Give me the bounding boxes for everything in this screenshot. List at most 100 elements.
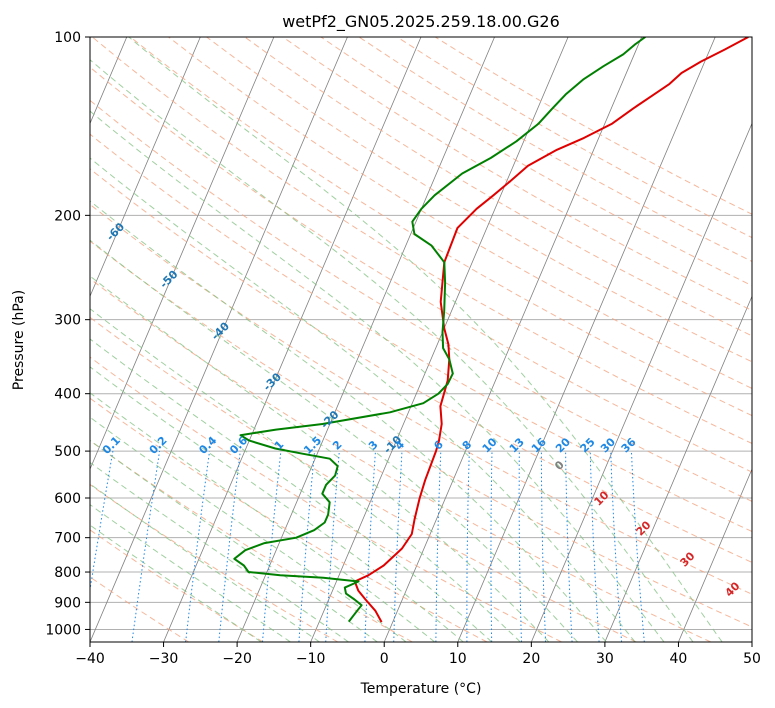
mixing-ratio-label: 20 — [553, 435, 573, 455]
y-tick-label: 500 — [54, 444, 81, 460]
moist-adiabat-label: 40 — [723, 579, 743, 599]
moist-adiabat — [90, 157, 636, 642]
x-tick-label: 10 — [449, 651, 467, 667]
mixing-ratio-label: 3 — [366, 438, 381, 453]
moist-adiabat-label: 10 — [592, 488, 612, 508]
isotherm-label: -70 — [50, 174, 73, 197]
temperature-profile — [353, 37, 749, 623]
moist-adiabat — [90, 392, 436, 642]
chart-title: wetPf2_GN05.2025.259.18.00.G26 — [282, 12, 560, 32]
isotherm-label: -60 — [104, 220, 127, 243]
plot-frame — [89, 36, 753, 643]
y-axis-label: Pressure (hPa) — [11, 290, 27, 390]
line-labels: -100-90-80-70-60-50-40-30-20-100.10.20.4… — [0, 131, 743, 600]
mixing-ratio-label: 0.2 — [147, 434, 170, 457]
dry-adiabat — [90, 133, 752, 533]
moist-adiabat — [90, 200, 607, 642]
isotherm-label: -80 — [0, 131, 18, 154]
mixing-ratio-line — [610, 451, 623, 642]
mixing-ratio-line — [364, 451, 376, 642]
mixing-ratio-line — [90, 451, 114, 593]
mixing-ratio-line — [518, 451, 522, 642]
background-lines — [90, 37, 752, 642]
dry-adiabat — [90, 316, 637, 642]
moist-adiabat — [90, 239, 578, 642]
x-tick-label: −10 — [296, 651, 326, 667]
y-tick-label: 900 — [54, 595, 81, 611]
dry-adiabat — [396, 37, 752, 239]
isotherm-label: -50 — [157, 268, 180, 291]
mixing-ratio-line — [589, 451, 600, 642]
dry-adiabat — [244, 37, 752, 337]
mixing-ratio-line — [466, 451, 470, 642]
moist-adiabat — [90, 416, 407, 642]
y-tick-label: 800 — [54, 565, 81, 581]
dry-adiabat — [91, 37, 752, 445]
moist-adiabat-label: 20 — [634, 518, 654, 538]
dry-adiabat — [90, 168, 752, 563]
dry-adiabat — [90, 203, 752, 595]
mixing-ratio-label: 0.6 — [227, 434, 250, 457]
mixing-ratio-label: 10 — [480, 435, 500, 455]
isotherm-20 — [530, 122, 752, 642]
mixing-ratio-label: 8 — [460, 438, 475, 453]
mixing-ratio-label: 13 — [507, 435, 527, 455]
moist-adiabat-label: 0 — [552, 458, 567, 473]
dry-adiabat — [90, 278, 712, 642]
mixing-ratio-line — [185, 451, 210, 642]
axis-ticks: −40 −30 −20 −10 0 10 20 30 40 5010020030040050060… — [45, 30, 761, 667]
dry-adiabat — [130, 37, 752, 417]
isotherm--30 — [163, 37, 422, 642]
isotherm-label: -30 — [261, 370, 284, 393]
dry-adiabat — [90, 356, 562, 642]
moist-adiabat — [90, 338, 493, 642]
moist-adiabat — [90, 275, 550, 642]
mixing-ratio-label: 2 — [330, 438, 345, 453]
dry-adiabat — [90, 240, 752, 628]
mixing-ratio-line — [262, 451, 282, 642]
dry-adiabat — [320, 37, 752, 287]
dry-adiabat — [90, 66, 752, 473]
y-tick-label: 300 — [54, 313, 81, 329]
dry-adiabat — [90, 529, 264, 642]
moist-adiabat — [90, 461, 349, 642]
moist-adiabat — [90, 483, 320, 642]
mixing-ratio-line — [218, 451, 241, 642]
isotherm-50 — [751, 640, 752, 642]
isotherm--60 — [90, 37, 201, 298]
mixing-ratio-line — [490, 451, 493, 642]
mixing-ratio-line — [131, 451, 161, 642]
dry-adiabat — [358, 37, 752, 263]
moist-adiabat — [90, 504, 291, 642]
x-tick-label: 0 — [380, 651, 389, 667]
y-tick-label: 600 — [54, 491, 81, 507]
isotherm-label: -40 — [209, 319, 232, 342]
y-tick-label: 100 — [54, 30, 81, 46]
mixing-ratio-line — [435, 451, 442, 642]
x-tick-label: 50 — [743, 651, 761, 667]
y-tick-label: 700 — [54, 531, 81, 547]
dry-adiabat — [168, 37, 752, 389]
isotherm--20 — [236, 37, 495, 642]
dry-adiabat — [90, 99, 752, 502]
y-tick-label: 200 — [54, 208, 81, 224]
moist-adiabat — [90, 308, 521, 642]
moist-adiabat-label: 30 — [678, 549, 698, 569]
dry-adiabat — [282, 37, 752, 312]
mixing-ratio-label: 0.4 — [196, 434, 219, 457]
dewpoint-profile — [233, 37, 646, 623]
mixing-ratio-label: 16 — [529, 435, 549, 455]
x-axis-label: Temperature (°C) — [360, 681, 482, 697]
x-tick-label: 40 — [670, 651, 688, 667]
x-tick-label: −40 — [75, 651, 105, 667]
y-tick-label: 400 — [54, 387, 81, 403]
moist-adiabat — [90, 439, 378, 642]
y-tick-label: 1000 — [45, 622, 81, 638]
moist-adiabat — [90, 110, 665, 642]
dry-adiabat — [90, 483, 339, 642]
isotherm-40 — [678, 468, 752, 642]
isotherm-0 — [383, 37, 643, 642]
x-tick-label: 20 — [522, 651, 540, 667]
isotherm--50 — [90, 37, 275, 471]
x-tick-label: −30 — [149, 651, 179, 667]
